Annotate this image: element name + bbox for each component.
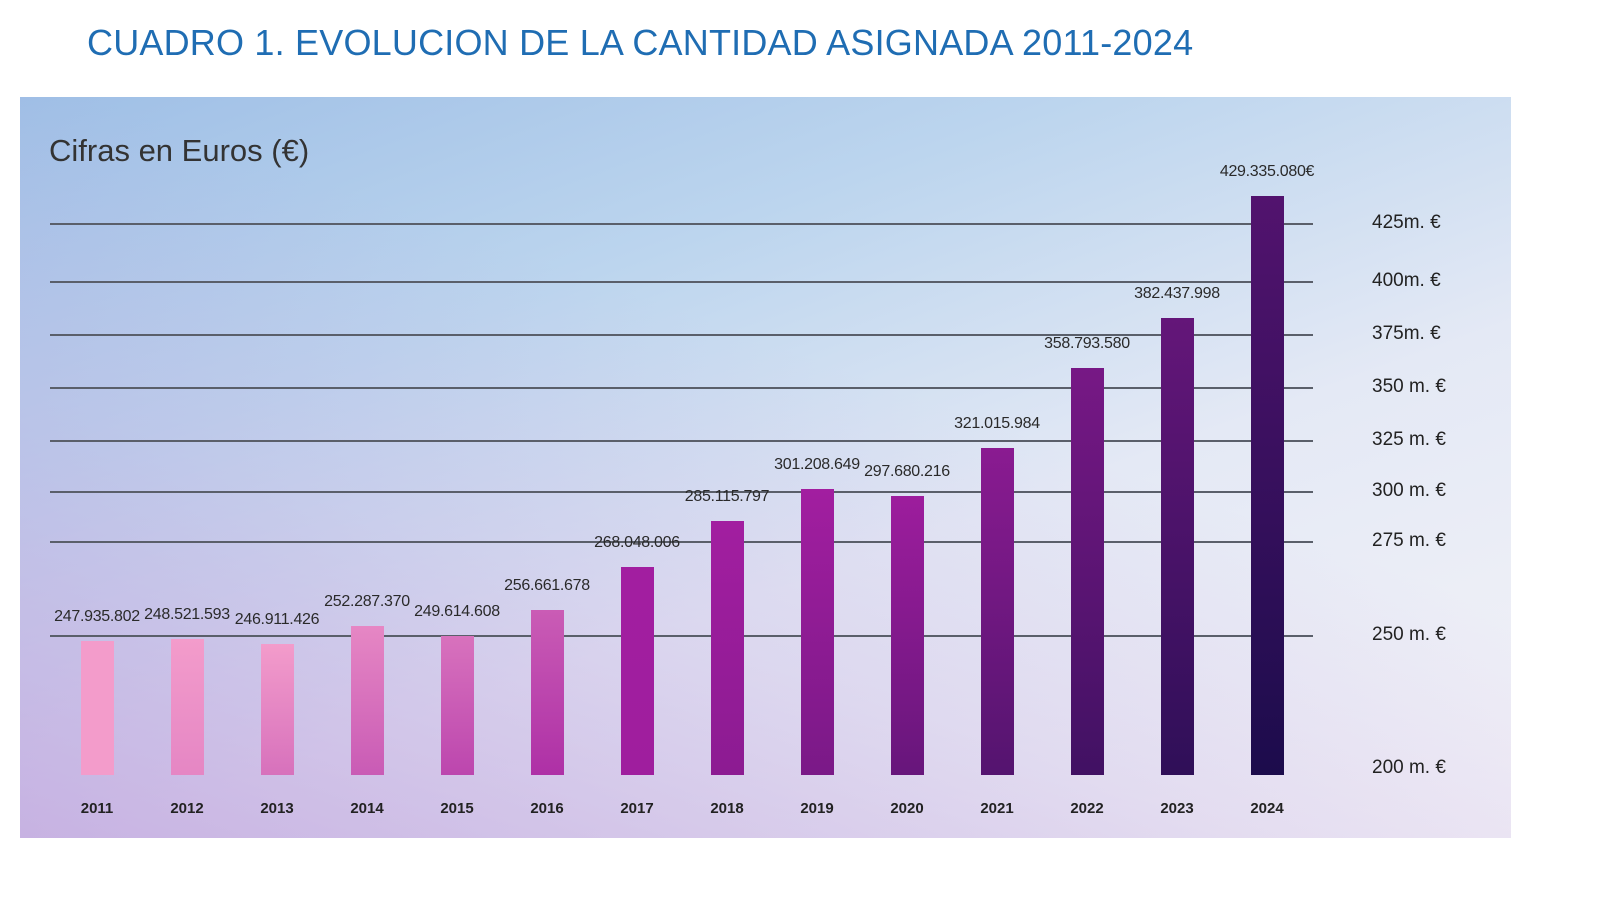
gridline bbox=[50, 541, 1313, 543]
bar-2012 bbox=[171, 639, 204, 775]
bar-2021 bbox=[981, 448, 1014, 775]
x-tick-label: 2021 bbox=[980, 800, 1014, 817]
x-tick-label: 2022 bbox=[1070, 800, 1104, 817]
gridline bbox=[50, 223, 1313, 225]
y-axis-label: Cifras en Euros (€) bbox=[49, 133, 310, 168]
bar-2017 bbox=[621, 567, 654, 775]
bar-2011 bbox=[81, 640, 114, 775]
chart-panel: Cifras en Euros (€) 425m. € 400m. € 375m. … bbox=[20, 97, 1511, 838]
bar-2023 bbox=[1161, 318, 1194, 775]
x-tick-label: 2020 bbox=[890, 800, 924, 817]
x-tick-label: 2017 bbox=[620, 800, 654, 817]
gridline bbox=[50, 334, 1313, 336]
x-tick-label: 2018 bbox=[710, 800, 744, 817]
x-tick-label: 2011 bbox=[80, 800, 114, 817]
x-tick-label: 2014 bbox=[350, 800, 384, 817]
data-label: 252.287.370 bbox=[324, 593, 410, 611]
bar-2014 bbox=[351, 626, 384, 775]
gridline bbox=[50, 440, 1313, 442]
data-label: 268.048.006 bbox=[594, 534, 680, 552]
y-tick-label: 350 m. € bbox=[1372, 376, 1446, 397]
bar-2022 bbox=[1071, 368, 1104, 775]
y-tick-label: 325 m. € bbox=[1372, 429, 1446, 450]
y-tick-label: 250 m. € bbox=[1372, 624, 1446, 645]
data-label: 358.793.580 bbox=[1044, 335, 1130, 353]
data-label: 382.437.998 bbox=[1134, 285, 1220, 303]
x-tick-label: 2024 bbox=[1250, 800, 1284, 817]
bar-2020 bbox=[891, 495, 924, 775]
gridline bbox=[50, 635, 1313, 637]
x-tick-label: 2013 bbox=[260, 800, 294, 817]
gridline bbox=[50, 281, 1313, 283]
gridline bbox=[50, 387, 1313, 389]
x-tick-label: 2012 bbox=[170, 800, 204, 817]
x-tick-label: 2015 bbox=[440, 800, 474, 817]
x-tick-label: 2023 bbox=[1160, 800, 1194, 817]
data-label: 297.680.216 bbox=[864, 462, 950, 480]
bar-2018 bbox=[711, 520, 744, 775]
data-label: 246.911.426 bbox=[234, 610, 320, 628]
y-tick-label: 425m. € bbox=[1372, 212, 1441, 233]
bar-2024 bbox=[1251, 195, 1284, 775]
bar-2019 bbox=[801, 488, 834, 775]
bar-2013 bbox=[261, 643, 294, 775]
data-label: 247.935.802 bbox=[54, 607, 140, 625]
data-label: 256.661.678 bbox=[504, 576, 590, 594]
data-label: 429.335.080€ bbox=[1219, 162, 1315, 180]
y-tick-label: 375m. € bbox=[1372, 323, 1441, 344]
data-label: 285.115.797 bbox=[684, 487, 770, 505]
x-tick-label: 2019 bbox=[800, 800, 834, 817]
y-tick-label: 400m. € bbox=[1372, 270, 1441, 291]
data-label: 249.614.608 bbox=[414, 603, 500, 621]
gridline bbox=[50, 491, 1313, 493]
data-label: 248.521.593 bbox=[144, 606, 230, 624]
x-tick-label: 2016 bbox=[530, 800, 564, 817]
data-label: 321.015.984 bbox=[954, 415, 1040, 433]
data-label: 301.208.649 bbox=[774, 455, 860, 473]
chart-title: CUADRO 1. EVOLUCION DE LA CANTIDAD ASIGN… bbox=[87, 22, 1194, 63]
bar-2015 bbox=[441, 636, 474, 775]
bar-2016 bbox=[531, 609, 564, 775]
y-tick-label: 200 m. € bbox=[1372, 757, 1446, 778]
y-tick-label: 275 m. € bbox=[1372, 530, 1446, 551]
y-tick-label: 300 m. € bbox=[1372, 480, 1446, 501]
